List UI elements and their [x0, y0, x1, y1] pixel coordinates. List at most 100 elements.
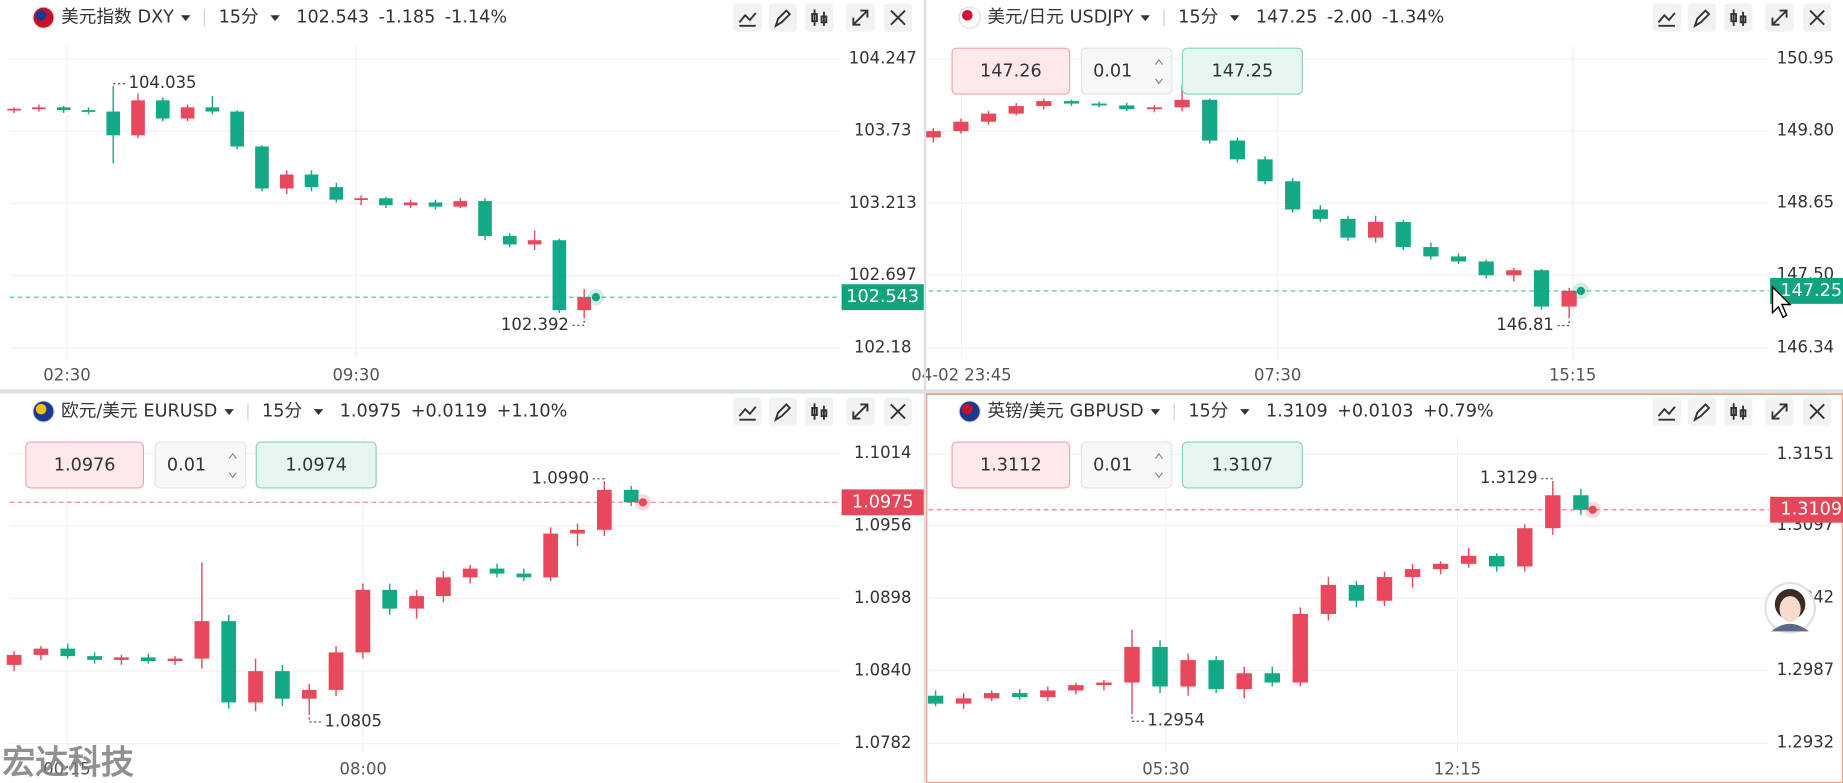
- candle-body: [230, 111, 244, 147]
- candle-body: [1573, 495, 1589, 510]
- extreme-label: 146.81: [1496, 315, 1554, 334]
- candle-body: [462, 568, 478, 578]
- candle-body: [304, 174, 319, 188]
- dropdown-caret[interactable]: [313, 409, 324, 416]
- lot-stepper[interactable]: [1154, 58, 1163, 85]
- candle-body: [60, 648, 76, 657]
- buy-button[interactable]: [1181, 441, 1303, 489]
- toolbar-button[interactable]: [768, 397, 797, 426]
- sell-button[interactable]: [951, 441, 1071, 489]
- candle-body: [1545, 495, 1561, 529]
- dropdown-caret[interactable]: [1140, 15, 1150, 22]
- buy-button[interactable]: [255, 441, 377, 489]
- x-tick-label: 09:30: [332, 366, 379, 385]
- candle-body: [1533, 270, 1550, 307]
- quote-change-pct: -1.14%: [445, 8, 507, 28]
- quote-change: +0.0119: [411, 401, 487, 421]
- sell-price: 1.0976: [54, 456, 116, 476]
- extreme-label: 102.392: [501, 315, 569, 334]
- sell-button[interactable]: [951, 47, 1071, 95]
- y-tick-label: 1.0840: [854, 661, 912, 680]
- toolbar-icon: [1657, 12, 1676, 27]
- y-tick-label: 1.1014: [854, 443, 912, 462]
- candle-body: [1208, 660, 1224, 690]
- dropdown-caret[interactable]: [180, 15, 191, 22]
- toolbar-icon: [811, 403, 828, 420]
- candle-body: [1096, 682, 1112, 686]
- quote-change: -1.185: [379, 8, 436, 28]
- candle-body: [194, 621, 210, 659]
- lot-value: 0.01: [1093, 62, 1132, 82]
- interval: 15分: [1178, 7, 1218, 28]
- extreme-label: 1.0805: [325, 711, 383, 730]
- toolbar-button[interactable]: [1687, 3, 1717, 32]
- dropdown-caret[interactable]: [270, 15, 280, 22]
- toolbar-icon: [1771, 403, 1788, 420]
- candle-body: [543, 533, 559, 578]
- quote-change: -2.00: [1327, 8, 1373, 28]
- dropdown-caret[interactable]: [224, 409, 234, 416]
- lot-stepper[interactable]: [1154, 452, 1163, 479]
- lot-stepper[interactable]: [228, 452, 237, 479]
- instrument-name: 欧元/美元: [61, 400, 137, 421]
- toolbar-icon: [1730, 9, 1747, 26]
- candle-body: [379, 198, 393, 206]
- y-tick-label: 1.2987: [1777, 660, 1835, 679]
- candle-body: [255, 146, 269, 189]
- y-tick-label: 103.73: [854, 121, 912, 140]
- toolbar-icon: [774, 9, 792, 28]
- quote-change-pct: -1.34%: [1382, 8, 1444, 28]
- dropdown-caret[interactable]: [1240, 409, 1250, 416]
- candle-body: [435, 577, 451, 597]
- toolbar-button[interactable]: [768, 3, 797, 32]
- x-tick-label: 15:15: [1549, 366, 1596, 385]
- toolbar-button[interactable]: [805, 3, 834, 32]
- x-tick-label: 05:30: [1142, 760, 1189, 779]
- candle-body: [1119, 105, 1135, 110]
- toolbar-button[interactable]: [805, 397, 834, 426]
- panel: [926, 0, 1843, 390]
- y-tick-label: 1.0898: [854, 588, 912, 607]
- toolbar-icon: [890, 9, 906, 26]
- candle-body: [1008, 106, 1024, 114]
- candle-body: [1036, 101, 1052, 107]
- dropdown-caret[interactable]: [1150, 409, 1161, 416]
- lot-input[interactable]: [154, 441, 247, 489]
- candle-body: [1376, 577, 1393, 601]
- candle-body: [156, 100, 170, 119]
- quote-change: +0.0103: [1337, 401, 1413, 421]
- extreme-label: 104.035: [129, 73, 197, 92]
- annotation-bracket: [592, 478, 605, 484]
- candle-body: [1320, 584, 1337, 614]
- quote-price: 1.0975: [340, 401, 402, 421]
- candle-body: [131, 100, 145, 136]
- lot-input[interactable]: [1080, 441, 1173, 489]
- candle-body: [1348, 584, 1365, 601]
- y-tick-label: 1.3151: [1777, 444, 1835, 463]
- x-tick-label: 00:15: [43, 760, 90, 779]
- toolbar-icon: [1657, 406, 1676, 421]
- buy-button[interactable]: [1181, 47, 1303, 95]
- lot-input[interactable]: [1080, 47, 1173, 95]
- annotation-bracket: [308, 714, 321, 723]
- y-tick-label: 149.80: [1777, 121, 1835, 140]
- toolbar-button[interactable]: [1687, 397, 1717, 426]
- toolbar-icon: [1693, 9, 1711, 28]
- candle-body: [1257, 159, 1273, 182]
- sell-button[interactable]: [25, 441, 144, 489]
- last-price-label: 1.3109: [1780, 500, 1842, 520]
- y-tick-label: 146.34: [1777, 337, 1835, 356]
- toolbar-button[interactable]: [1724, 397, 1753, 426]
- dropdown-caret[interactable]: [1229, 15, 1240, 22]
- extreme-label: 1.2954: [1147, 711, 1205, 730]
- avatar-body: [1771, 623, 1809, 632]
- x-tick-label: 02:30: [43, 366, 90, 385]
- toolbar-button[interactable]: [1724, 3, 1753, 32]
- candle-body: [1312, 209, 1328, 219]
- last-price-dot: [1576, 286, 1586, 296]
- candle-body: [925, 131, 941, 138]
- candle-body: [1292, 613, 1309, 683]
- candle-body: [56, 107, 71, 111]
- watermark: 宏达科技: [2, 743, 134, 782]
